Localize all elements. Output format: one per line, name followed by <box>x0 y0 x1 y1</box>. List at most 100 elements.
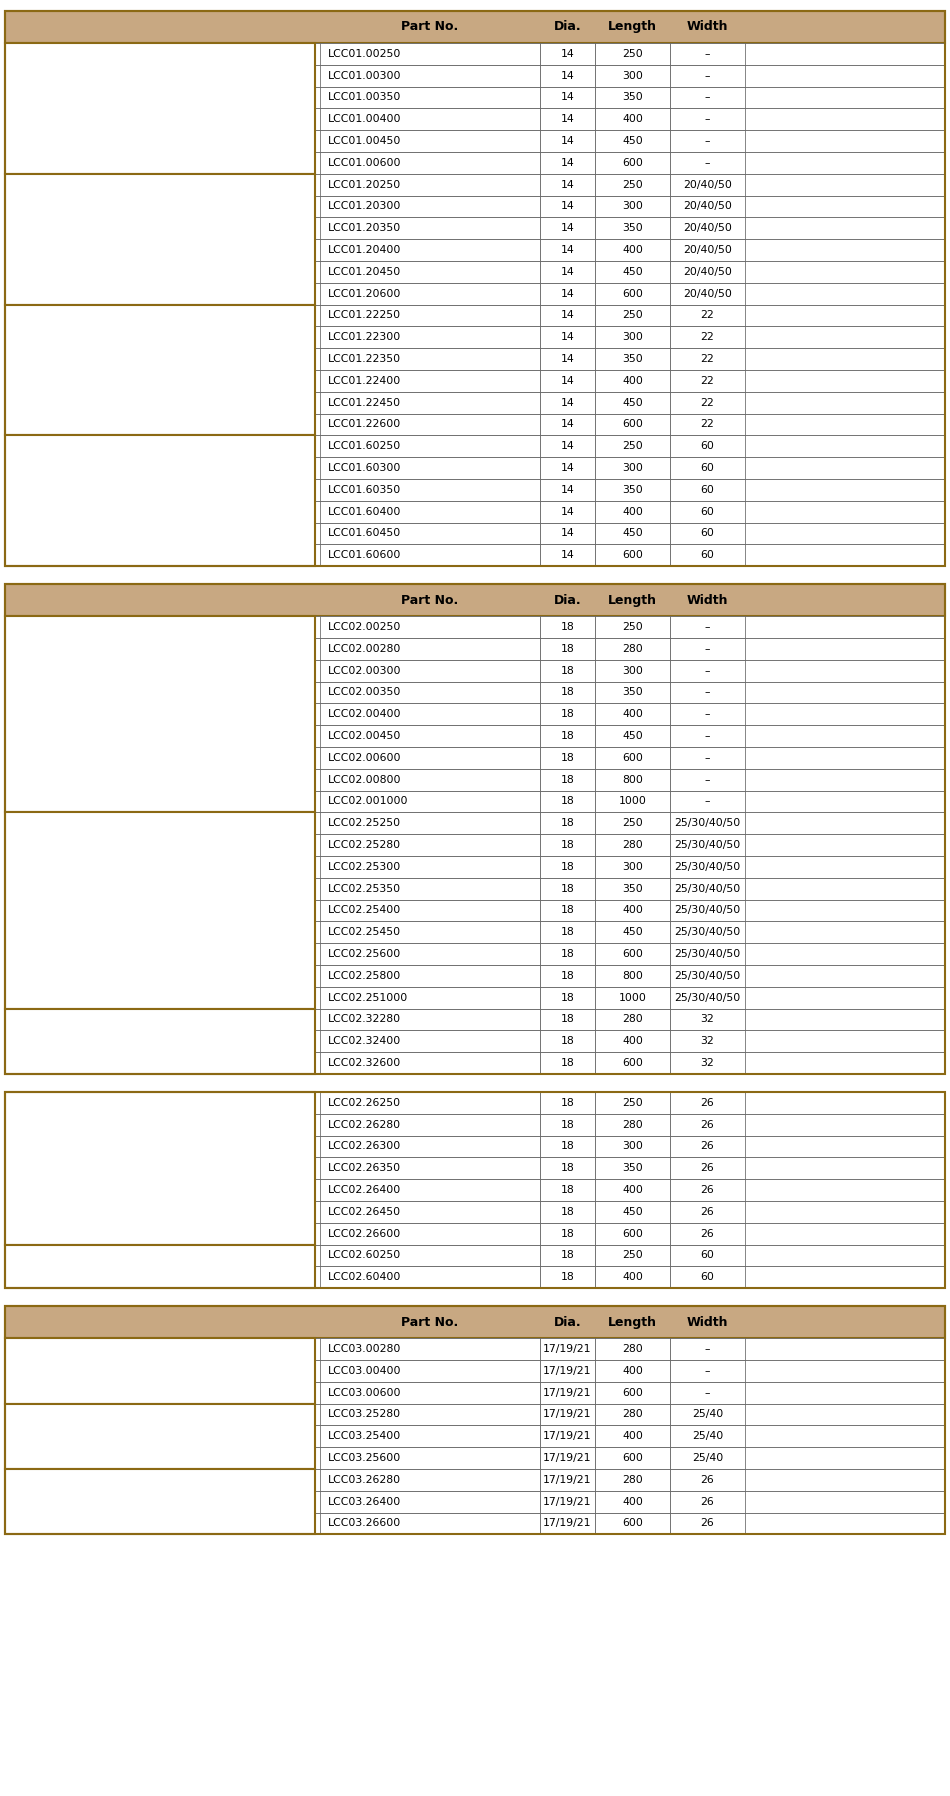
Text: 25/30/40/50: 25/30/40/50 <box>674 905 741 916</box>
Text: 350: 350 <box>622 688 643 697</box>
Bar <box>595 1092 670 1114</box>
Text: LCC01.22600: LCC01.22600 <box>328 420 401 429</box>
Bar <box>315 1448 945 1469</box>
Text: Length: Length <box>608 594 657 607</box>
Text: LCC03.25280: LCC03.25280 <box>328 1410 401 1419</box>
Bar <box>320 1512 540 1534</box>
Text: 18: 18 <box>560 1142 575 1151</box>
Bar <box>320 1157 540 1180</box>
Bar <box>315 921 945 943</box>
Bar <box>670 1180 745 1202</box>
Bar <box>320 833 540 857</box>
Text: 14: 14 <box>560 158 575 167</box>
Bar <box>5 682 315 704</box>
Text: LCC02.26400: LCC02.26400 <box>328 1185 401 1194</box>
Text: 17/19/21: 17/19/21 <box>543 1518 592 1528</box>
Text: 32: 32 <box>700 1015 714 1024</box>
Text: LCC02.25450: LCC02.25450 <box>328 927 401 938</box>
Bar <box>315 501 945 523</box>
Bar <box>320 1426 540 1448</box>
Bar <box>670 458 745 480</box>
Bar <box>320 1092 540 1114</box>
Bar <box>540 682 595 704</box>
Bar <box>5 153 315 174</box>
Text: LCC02.25800: LCC02.25800 <box>328 972 401 981</box>
Text: 600: 600 <box>622 550 643 560</box>
Bar <box>595 812 670 833</box>
Text: 400: 400 <box>622 244 643 255</box>
Bar <box>595 616 670 638</box>
Bar <box>540 921 595 943</box>
Bar <box>5 1338 315 1404</box>
Bar <box>315 523 945 544</box>
Bar <box>315 480 945 501</box>
Text: LCC01.20250: LCC01.20250 <box>328 180 401 190</box>
Text: 22: 22 <box>700 420 714 429</box>
Bar <box>670 878 745 900</box>
Bar <box>670 1266 745 1288</box>
Bar <box>315 1245 945 1266</box>
Bar <box>670 305 745 327</box>
Bar <box>320 480 540 501</box>
Text: 14: 14 <box>560 442 575 451</box>
Text: LCC01.60300: LCC01.60300 <box>328 463 401 472</box>
Bar <box>5 1245 315 1266</box>
Bar <box>540 1512 595 1534</box>
Text: 350: 350 <box>622 354 643 365</box>
Text: 280: 280 <box>622 841 643 850</box>
Text: 17/19/21: 17/19/21 <box>543 1475 592 1485</box>
Text: LCC01.60450: LCC01.60450 <box>328 528 401 539</box>
Text: 22: 22 <box>700 311 714 320</box>
Text: 600: 600 <box>622 158 643 167</box>
Bar <box>540 501 595 523</box>
Bar <box>670 943 745 964</box>
Bar <box>670 174 745 196</box>
Bar <box>540 1266 595 1288</box>
Text: LCC01.22250: LCC01.22250 <box>328 311 401 320</box>
Bar <box>595 1491 670 1512</box>
Text: 14: 14 <box>560 244 575 255</box>
Bar <box>5 196 315 217</box>
Text: LCC02.26600: LCC02.26600 <box>328 1228 401 1239</box>
Bar <box>5 1404 315 1469</box>
Text: –: – <box>705 645 711 654</box>
Text: 14: 14 <box>560 420 575 429</box>
Text: LCC01.22450: LCC01.22450 <box>328 397 401 408</box>
Text: 250: 250 <box>622 1097 643 1108</box>
Bar <box>5 1009 315 1074</box>
Bar <box>540 86 595 108</box>
Bar <box>670 986 745 1009</box>
Bar <box>540 1381 595 1404</box>
Text: –: – <box>705 621 711 632</box>
Bar <box>5 413 315 435</box>
Bar <box>595 878 670 900</box>
Text: 300: 300 <box>622 1142 643 1151</box>
Bar <box>320 769 540 790</box>
Text: 14: 14 <box>560 289 575 298</box>
Text: LCC03.26600: LCC03.26600 <box>328 1518 401 1528</box>
Bar <box>595 943 670 964</box>
Text: 26: 26 <box>700 1142 714 1151</box>
Bar <box>5 943 315 964</box>
Bar <box>5 790 315 812</box>
Text: 25/30/40/50: 25/30/40/50 <box>674 884 741 894</box>
Bar <box>595 1469 670 1491</box>
Bar <box>670 501 745 523</box>
Bar <box>320 153 540 174</box>
Text: 18: 18 <box>560 819 575 828</box>
Text: LCC03.25400: LCC03.25400 <box>328 1431 401 1442</box>
Text: 250: 250 <box>622 180 643 190</box>
Text: 18: 18 <box>560 1272 575 1282</box>
Bar <box>595 217 670 239</box>
Text: LCC01.22400: LCC01.22400 <box>328 375 401 386</box>
Text: 250: 250 <box>622 621 643 632</box>
Bar <box>540 413 595 435</box>
Bar <box>320 348 540 370</box>
Bar <box>5 812 315 1009</box>
Text: 250: 250 <box>622 442 643 451</box>
Text: LCC01.60350: LCC01.60350 <box>328 485 401 496</box>
Bar <box>670 1491 745 1512</box>
Bar <box>315 659 945 682</box>
Text: 20/40/50: 20/40/50 <box>683 223 732 233</box>
Bar <box>540 1491 595 1512</box>
